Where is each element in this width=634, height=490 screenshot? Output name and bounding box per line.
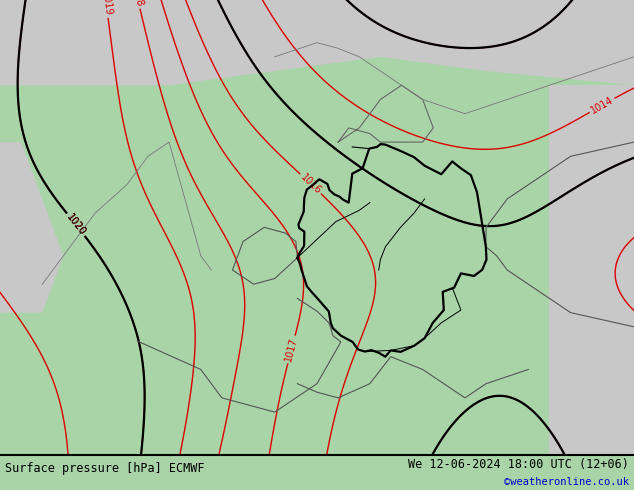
Polygon shape [0, 0, 634, 85]
Text: 1014: 1014 [589, 95, 615, 116]
Text: 1019: 1019 [100, 0, 113, 17]
Text: 1018: 1018 [129, 0, 145, 8]
Text: Surface pressure [hPa] ECMWF: Surface pressure [hPa] ECMWF [5, 462, 205, 475]
Text: 1017: 1017 [283, 336, 299, 363]
Text: 1015: 1015 [567, 468, 586, 490]
Text: 1020: 1020 [64, 212, 87, 238]
Text: We 12-06-2024 18:00 UTC (12+06): We 12-06-2024 18:00 UTC (12+06) [408, 458, 629, 471]
Text: 1020: 1020 [64, 212, 87, 238]
Text: ©weatheronline.co.uk: ©weatheronline.co.uk [504, 477, 629, 487]
Polygon shape [550, 85, 634, 455]
Text: 1016: 1016 [633, 309, 634, 331]
Text: 1015: 1015 [567, 468, 586, 490]
Text: 1016: 1016 [299, 172, 323, 196]
Polygon shape [0, 142, 63, 313]
